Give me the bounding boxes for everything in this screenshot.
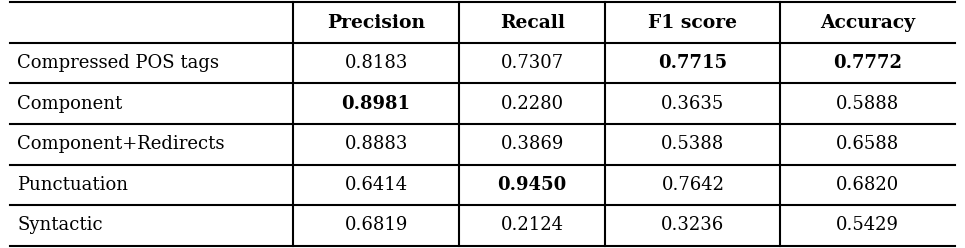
Text: 0.6819: 0.6819 [345, 216, 408, 234]
Text: 0.9450: 0.9450 [498, 176, 566, 194]
Text: F1 score: F1 score [648, 14, 737, 32]
Text: Syntactic: Syntactic [17, 216, 103, 234]
Text: 0.8981: 0.8981 [342, 95, 411, 113]
Text: 0.7772: 0.7772 [834, 54, 902, 72]
Text: 0.7642: 0.7642 [661, 176, 725, 194]
Text: 0.5888: 0.5888 [837, 95, 899, 113]
Text: 0.2124: 0.2124 [501, 216, 564, 234]
Text: Precision: Precision [327, 14, 426, 32]
Text: Component: Component [17, 95, 123, 113]
Text: Compressed POS tags: Compressed POS tags [17, 54, 219, 72]
Text: Recall: Recall [500, 14, 565, 32]
Text: 0.6414: 0.6414 [345, 176, 407, 194]
Text: 0.2280: 0.2280 [501, 95, 564, 113]
Text: 0.3236: 0.3236 [661, 216, 725, 234]
Text: 0.3635: 0.3635 [661, 95, 725, 113]
Text: 0.7715: 0.7715 [658, 54, 728, 72]
Text: 0.8883: 0.8883 [345, 135, 408, 153]
Text: 0.6588: 0.6588 [837, 135, 899, 153]
Text: Component+Redirects: Component+Redirects [17, 135, 225, 153]
Text: 0.6820: 0.6820 [837, 176, 899, 194]
Text: Punctuation: Punctuation [17, 176, 128, 194]
Text: 0.5388: 0.5388 [661, 135, 725, 153]
Text: 0.3869: 0.3869 [501, 135, 564, 153]
Text: Accuracy: Accuracy [820, 14, 916, 32]
Text: 0.5429: 0.5429 [837, 216, 899, 234]
Text: 0.8183: 0.8183 [345, 54, 408, 72]
Text: 0.7307: 0.7307 [501, 54, 564, 72]
